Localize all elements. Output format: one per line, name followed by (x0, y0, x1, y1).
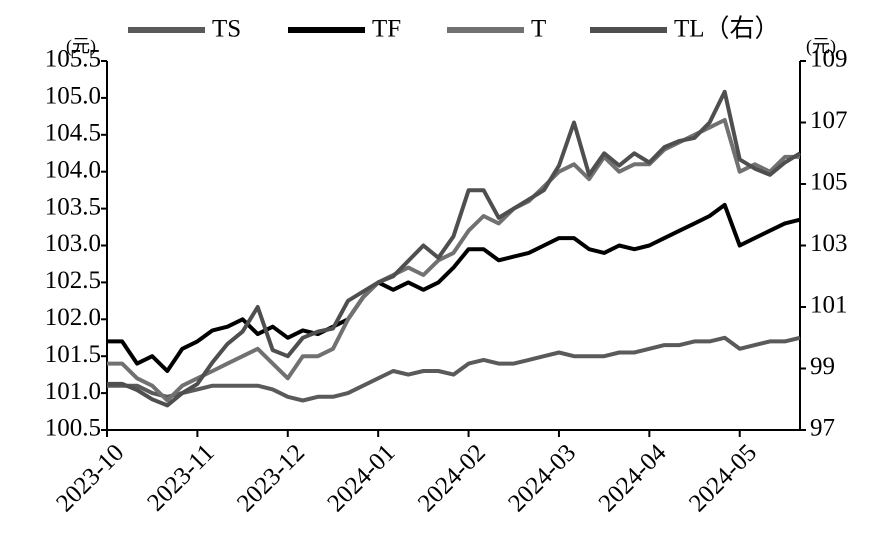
series-line (107, 202, 801, 373)
legend-label: T (531, 16, 546, 43)
y-tick-label: 103.0 (45, 230, 101, 257)
y2-axis-unit: (元) (806, 36, 836, 57)
y2-tick-label: 109 (810, 46, 848, 73)
y2-tick-label: 97 (810, 415, 835, 442)
x-tick-label: 2024-01 (322, 439, 400, 517)
y-axis-unit: (元) (66, 36, 96, 57)
x-tick-label: 2023-12 (232, 439, 310, 517)
series-line (107, 118, 800, 403)
x-tick-label: 2024-05 (684, 439, 762, 517)
x-tick-label: 2024-03 (503, 439, 581, 517)
y2-tick-label: 101 (810, 292, 848, 319)
x-tick-label: 2024-04 (594, 439, 672, 517)
y-tick-label: 103.5 (45, 193, 101, 220)
x-tick-label: 2024-02 (413, 439, 491, 517)
y-tick-label: 104.0 (45, 156, 101, 183)
x-tick-label: 2023-11 (142, 439, 219, 516)
y2-tick-label: 103 (810, 230, 848, 257)
y-tick-label: 101.5 (45, 341, 101, 368)
series-line (107, 89, 802, 408)
legend-label: TL（右） (674, 15, 780, 43)
legend-label: TS (212, 16, 241, 43)
y-tick-label: 102.5 (45, 267, 101, 294)
y-tick-label: 100.5 (45, 415, 101, 442)
y2-tick-label: 105 (810, 169, 848, 196)
x-tick-label: 2023-10 (51, 439, 129, 517)
series-line (107, 335, 801, 403)
y-tick-label: 102.0 (45, 304, 101, 331)
y-tick-label: 104.5 (45, 120, 101, 147)
y-tick-label: 105.5 (45, 46, 101, 73)
y-tick-label: 105.0 (45, 83, 101, 110)
legend-label: TF (372, 16, 401, 43)
y2-tick-label: 99 (810, 353, 835, 380)
y-tick-label: 101.0 (45, 378, 101, 405)
y2-tick-label: 107 (810, 107, 848, 134)
